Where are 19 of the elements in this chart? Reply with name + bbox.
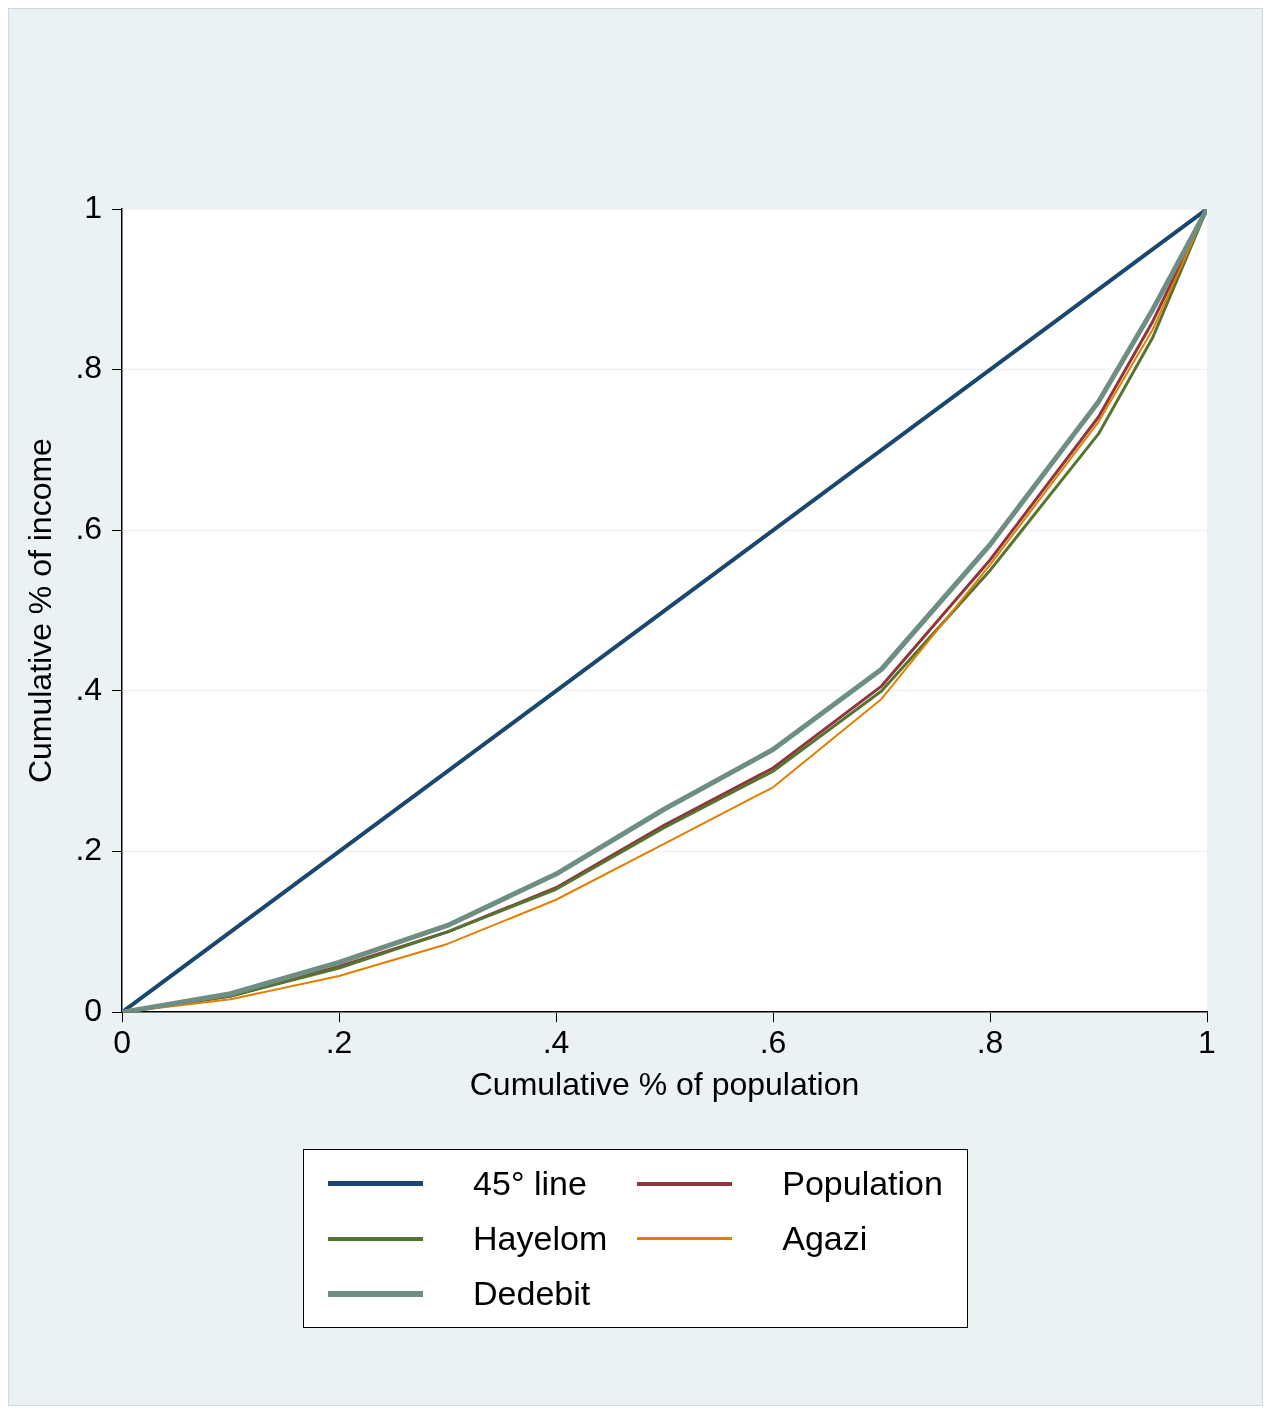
x-tick-label: .8: [976, 1024, 1004, 1061]
x-tick-label: .6: [759, 1024, 787, 1061]
y-axis-title: Cumulative % of income: [22, 438, 59, 784]
legend-label: Agazi: [782, 1219, 868, 1258]
x-tick-label: 1: [1198, 1024, 1216, 1061]
y-tick-label: .8: [75, 349, 103, 386]
x-tick-label: .2: [325, 1024, 353, 1061]
x-tick-label: 0: [113, 1024, 131, 1061]
x-axis-title: Cumulative % of population: [469, 1065, 860, 1102]
y-tick-label: 0: [84, 992, 103, 1029]
y-tick-label: .2: [75, 831, 103, 868]
legend-label: Dedebit: [473, 1274, 591, 1313]
legend-label: 45° line: [473, 1164, 587, 1203]
legend-label: Hayelom: [473, 1219, 608, 1258]
y-tick-label: .4: [75, 670, 103, 707]
y-tick-label: .6: [75, 510, 103, 547]
x-tick-label: .4: [542, 1024, 570, 1061]
legend-label: Population: [782, 1164, 943, 1203]
y-tick-label: 1: [84, 188, 103, 225]
